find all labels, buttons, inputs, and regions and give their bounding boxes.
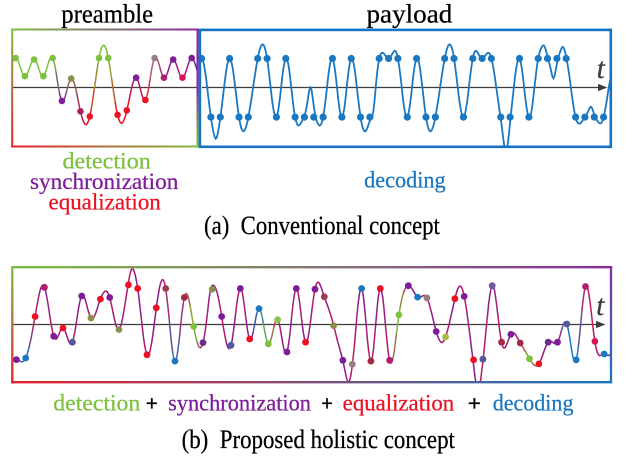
svg-text:+: +	[146, 390, 158, 415]
svg-text:decoding: decoding	[364, 167, 446, 192]
svg-text:t: t	[597, 53, 606, 85]
svg-text:equalization: equalization	[49, 190, 162, 215]
svg-text:decoding: decoding	[493, 390, 574, 415]
svg-text:+: +	[321, 390, 333, 415]
svg-text:payload: payload	[367, 0, 453, 28]
svg-text:preamble: preamble	[61, 0, 153, 28]
svg-text:(b) Proposed holistic concept: (b) Proposed holistic concept	[182, 424, 456, 454]
svg-text:detection: detection	[53, 390, 141, 415]
svg-text:equalization: equalization	[343, 390, 455, 415]
svg-text:t: t	[596, 290, 605, 322]
svg-text:detection: detection	[63, 149, 152, 174]
svg-text:synchronization: synchronization	[30, 169, 179, 194]
svg-text:synchronization: synchronization	[168, 390, 311, 415]
svg-text:(a) Conventional concept: (a) Conventional concept	[204, 210, 440, 240]
svg-text:+: +	[468, 390, 482, 415]
